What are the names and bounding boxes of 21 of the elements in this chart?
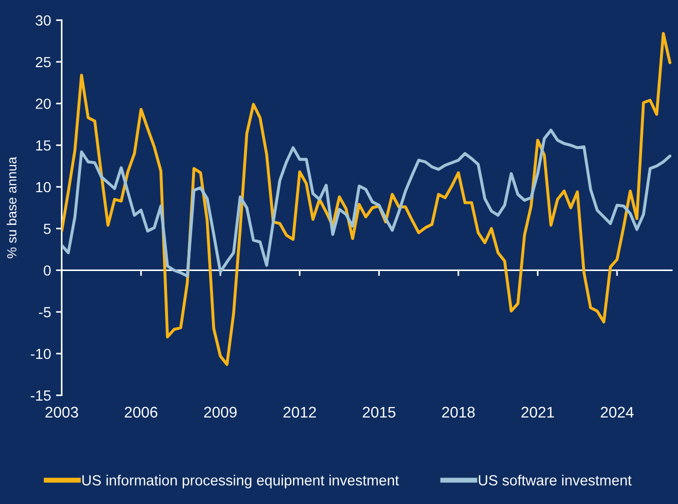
x-tick-label: 2003 xyxy=(45,406,78,418)
x-tick-label: 2024 xyxy=(600,406,634,418)
y-tick-label: 25 xyxy=(36,56,51,68)
y-tick-label: -5 xyxy=(38,307,51,318)
y-tick-label: 5 xyxy=(44,224,51,234)
y-tick-label: -10 xyxy=(30,348,51,360)
y-tick-label: 10 xyxy=(36,182,51,192)
x-tick-label: 2015 xyxy=(362,406,396,418)
y-axis-title: % su base annua xyxy=(6,156,16,258)
y-tick-label: 20 xyxy=(36,98,51,109)
y-tick-label: -15 xyxy=(30,390,51,401)
x-tick-label: 2012 xyxy=(283,406,316,418)
x-tick-label: 2009 xyxy=(204,406,237,418)
legend-label: US software investment xyxy=(478,474,632,486)
y-tick-label: 0 xyxy=(44,265,51,276)
x-tick-label: 2018 xyxy=(442,406,475,418)
legend-label: US information processing equipment investment xyxy=(82,474,399,488)
x-tick-label: 2006 xyxy=(124,406,158,418)
x-tick-label: 2021 xyxy=(521,406,554,418)
y-tick-label: 15 xyxy=(36,140,51,151)
y-tick-label: 30 xyxy=(36,15,51,26)
